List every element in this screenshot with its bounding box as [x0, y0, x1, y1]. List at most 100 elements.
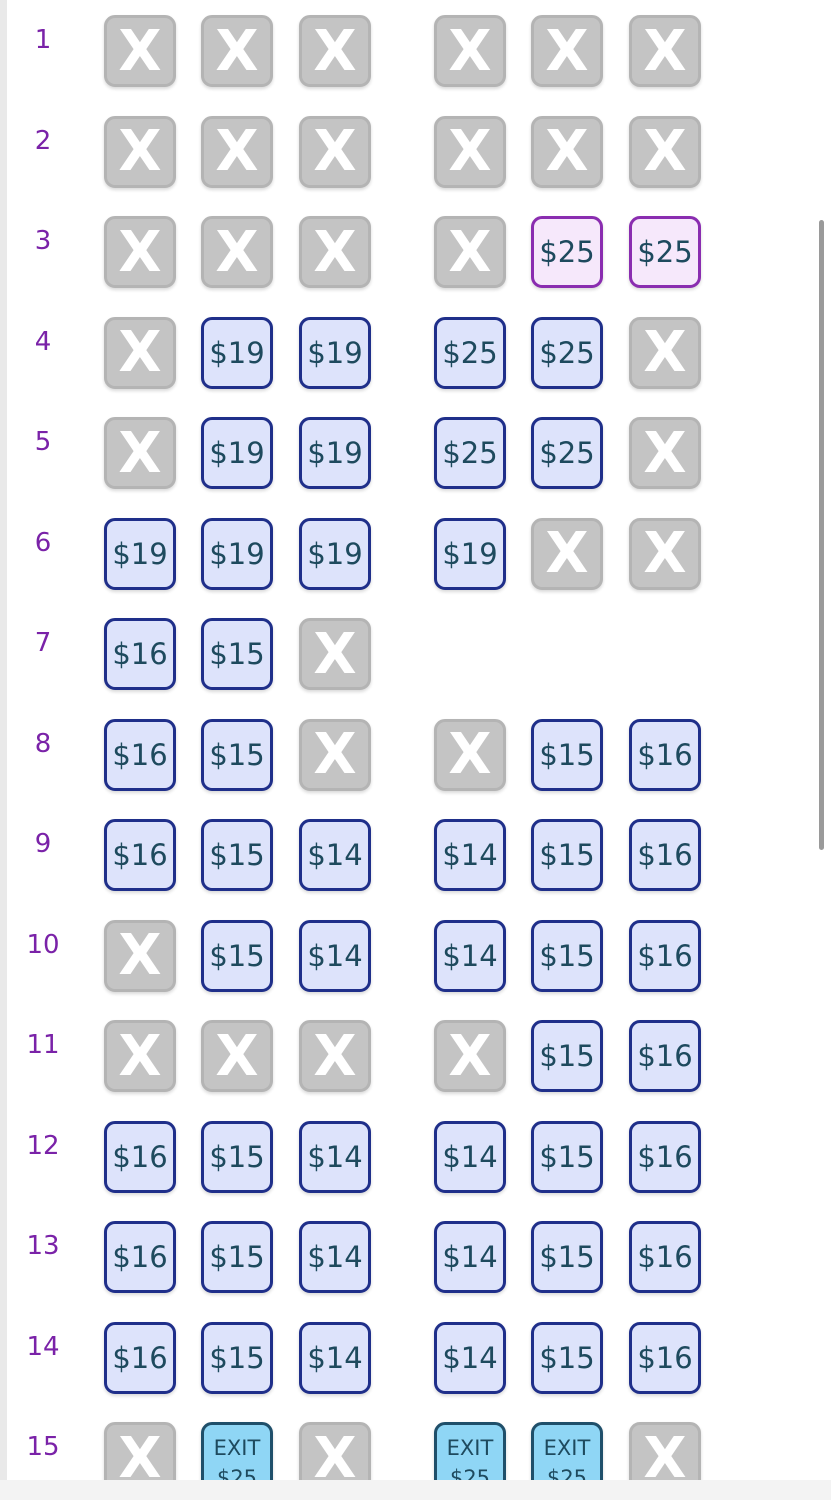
seat: X — [299, 1422, 371, 1480]
seat[interactable]: $19 — [104, 517, 176, 590]
seat[interactable]: $15 — [531, 1120, 603, 1193]
seat: X — [201, 15, 273, 87]
seat[interactable]: $19 — [201, 517, 273, 590]
seat[interactable]: $16 — [629, 1221, 701, 1293]
seat[interactable]: $15 — [531, 1321, 603, 1394]
seat[interactable]: $15 — [201, 1221, 273, 1293]
seat-text: X — [448, 219, 492, 285]
seat[interactable]: EXIT $25 — [531, 1422, 603, 1480]
seat[interactable]: $14 — [299, 919, 371, 992]
seat[interactable]: $15 — [201, 618, 273, 690]
seat: X — [104, 1020, 176, 1092]
seat-text: $19 — [307, 436, 363, 470]
seat[interactable]: $16 — [629, 718, 701, 791]
seat-text: $19 — [209, 536, 265, 571]
seat[interactable]: $15 — [531, 1020, 603, 1092]
row-label: 7 — [34, 628, 52, 658]
seat-text: $15 — [209, 1139, 265, 1174]
seat[interactable]: $16 — [629, 1120, 701, 1193]
seat[interactable]: $19 — [434, 517, 506, 590]
seat-text: $16 — [112, 1340, 168, 1375]
seat[interactable]: $16 — [629, 819, 701, 891]
seat-text: $14 — [307, 1340, 363, 1375]
row-label: 10 — [26, 929, 60, 960]
seat[interactable]: $14 — [299, 1321, 371, 1394]
seat-text: $14 — [307, 838, 363, 872]
seat[interactable]: $15 — [201, 819, 273, 891]
seat: X — [434, 115, 506, 188]
seat-text: $25 — [637, 235, 693, 269]
seat[interactable]: $16 — [629, 1321, 701, 1394]
seat[interactable]: $19 — [299, 417, 371, 489]
seat[interactable]: $25 — [531, 216, 603, 288]
seat-text: $15 — [209, 1240, 265, 1274]
seat[interactable]: $16 — [104, 1120, 176, 1193]
seat[interactable]: $25 — [629, 216, 701, 288]
seat[interactable]: $15 — [531, 718, 603, 791]
seat[interactable]: $15 — [201, 919, 273, 992]
seat[interactable]: $25 — [531, 417, 603, 489]
seat: X — [104, 115, 176, 188]
seat[interactable]: $19 — [299, 517, 371, 590]
seat[interactable]: $15 — [531, 1221, 603, 1293]
seat-text: $16 — [637, 938, 693, 973]
seat[interactable]: $14 — [299, 819, 371, 891]
seat-text: $15 — [209, 1340, 265, 1375]
seat-text: $25 — [539, 436, 595, 470]
seat[interactable]: $19 — [201, 417, 273, 489]
seat[interactable]: $15 — [201, 718, 273, 791]
seat[interactable]: $25 — [434, 417, 506, 489]
seat[interactable]: $14 — [434, 1321, 506, 1394]
seat[interactable]: $16 — [104, 1321, 176, 1394]
row-label: 12 — [26, 1130, 60, 1161]
seat[interactable]: $14 — [434, 1221, 506, 1293]
row-label: 6 — [34, 527, 52, 558]
seat[interactable]: $16 — [629, 1020, 701, 1092]
seat[interactable]: $16 — [629, 919, 701, 992]
seat[interactable]: $19 — [299, 316, 371, 389]
seat[interactable]: $19 — [201, 316, 273, 389]
seat[interactable]: $15 — [531, 919, 603, 992]
seat[interactable]: $14 — [299, 1221, 371, 1293]
seat[interactable]: $16 — [104, 718, 176, 791]
seat[interactable]: $16 — [104, 819, 176, 891]
seat[interactable]: $15 — [201, 1120, 273, 1193]
seat[interactable]: $14 — [434, 919, 506, 992]
seat[interactable]: EXIT $25 — [434, 1422, 506, 1480]
row-label: 5 — [34, 427, 52, 457]
seat[interactable]: $15 — [531, 819, 603, 891]
bottom-bar — [0, 1480, 831, 1500]
seat-text: $19 — [307, 335, 363, 370]
seat: X — [629, 316, 701, 389]
row-label: 8 — [34, 728, 52, 759]
seat-text: X — [313, 219, 357, 285]
seat[interactable]: $14 — [434, 1120, 506, 1193]
seat-text: X — [643, 119, 687, 184]
seat-text: $15 — [209, 637, 265, 671]
seat[interactable]: $14 — [434, 819, 506, 891]
seat-text: $25 — [539, 235, 595, 269]
seat-text: $16 — [637, 1340, 693, 1375]
seat[interactable]: EXIT $25 — [201, 1422, 273, 1480]
seat-text: $14 — [307, 1240, 363, 1274]
seat: X — [434, 15, 506, 87]
seat-text: X — [545, 18, 589, 84]
seat-text: $16 — [112, 1240, 168, 1274]
row-label: 11 — [26, 1030, 60, 1060]
seat[interactable]: $16 — [104, 618, 176, 690]
left-edge — [0, 0, 7, 1500]
seat-text: $16 — [637, 1240, 693, 1274]
seat-label: EXIT — [213, 1436, 261, 1460]
seat-text: $19 — [307, 536, 363, 571]
seat[interactable]: $16 — [104, 1221, 176, 1293]
seat[interactable]: $25 — [531, 316, 603, 389]
seat: X — [299, 216, 371, 288]
row-label: 13 — [26, 1231, 60, 1261]
seat[interactable]: $25 — [434, 316, 506, 389]
seat[interactable]: $14 — [299, 1120, 371, 1193]
seat-text: $15 — [539, 938, 595, 973]
seat[interactable]: $15 — [201, 1321, 273, 1394]
seat: X — [531, 15, 603, 87]
seat: X — [104, 919, 176, 992]
row-label: 4 — [34, 326, 52, 357]
